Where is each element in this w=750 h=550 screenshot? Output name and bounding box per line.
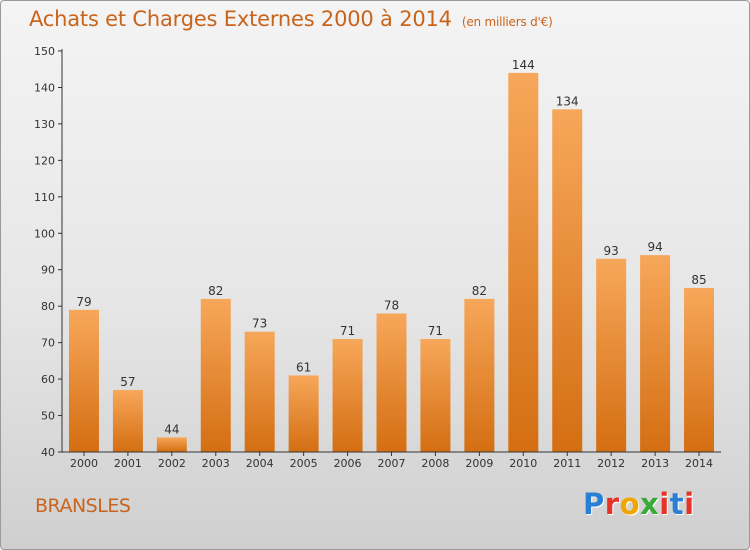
- bar-2000: [68, 309, 99, 452]
- value-label-2002: 44: [164, 422, 179, 436]
- y-tick-label-50: 50: [41, 410, 55, 423]
- value-label-2008: 71: [428, 324, 443, 338]
- value-label-2007: 78: [384, 298, 399, 312]
- logo-letter: x: [640, 487, 660, 521]
- proxiti-logo: Proxiti: [583, 487, 695, 521]
- y-tick-label-60: 60: [41, 373, 55, 386]
- y-tick-label-40: 40: [41, 446, 55, 459]
- bar-2007: [376, 313, 407, 452]
- bar-2008: [420, 338, 451, 452]
- logo-letter: i: [684, 487, 695, 521]
- location-label: BRANSLES: [35, 495, 131, 517]
- bar-2004: [244, 331, 275, 452]
- value-label-2000: 79: [76, 295, 91, 309]
- value-label-2014: 85: [691, 273, 706, 287]
- value-label-2006: 71: [340, 324, 355, 338]
- chart-subtitle: (en milliers d'€): [461, 15, 553, 29]
- axes-group: 2000 2001 2002 2003 2004 2005 2006 2007 2008 2009…: [34, 45, 721, 470]
- value-label-2004: 73: [252, 317, 267, 331]
- x-tick-label-2011: 2011: [553, 457, 581, 470]
- bar-2003: [200, 298, 231, 452]
- x-tick-label-2000: 2000: [70, 457, 98, 470]
- x-tick-label-2006: 2006: [334, 457, 362, 470]
- y-tick-label-130: 130: [34, 118, 55, 131]
- bar-2013: [640, 255, 671, 452]
- x-tick-label-2001: 2001: [114, 457, 142, 470]
- x-tick-label-2002: 2002: [158, 457, 186, 470]
- bar-2009: [464, 298, 495, 452]
- value-label-2009: 82: [472, 284, 487, 298]
- value-label-2011: 134: [556, 94, 579, 108]
- x-tick-label-2009: 2009: [465, 457, 493, 470]
- chart-title: Achats et Charges Externes 2000 à 2014 (e…: [29, 7, 553, 31]
- x-tick-label-2014: 2014: [685, 457, 713, 470]
- value-label-2003: 82: [208, 284, 223, 298]
- logo-letter: t: [669, 487, 685, 521]
- bar-2006: [332, 338, 363, 452]
- y-tick-label-120: 120: [34, 154, 55, 167]
- logo-letter: i: [659, 487, 670, 521]
- bar-2012: [596, 258, 627, 452]
- value-label-2005: 61: [296, 360, 311, 374]
- x-tick-label-2010: 2010: [509, 457, 537, 470]
- bar-2001: [112, 390, 143, 452]
- bar-2011: [552, 109, 583, 452]
- x-tick-label-2004: 2004: [246, 457, 274, 470]
- bar-2002: [156, 437, 187, 452]
- value-label-2010: 144: [512, 58, 535, 72]
- y-tick-label-80: 80: [41, 300, 55, 313]
- y-tick-label-70: 70: [41, 337, 55, 350]
- bar-2010: [508, 72, 539, 452]
- y-tick-label-100: 100: [34, 227, 55, 240]
- logo-letter: P: [583, 487, 605, 521]
- y-tick-label-110: 110: [34, 191, 55, 204]
- x-tick-label-2012: 2012: [597, 457, 625, 470]
- y-tick-label-90: 90: [41, 264, 55, 277]
- y-tick-label-150: 150: [34, 45, 55, 58]
- y-tick-label-140: 140: [34, 81, 55, 94]
- bar-2014: [684, 287, 715, 452]
- value-label-2001: 57: [120, 375, 135, 389]
- value-label-2013: 94: [647, 240, 662, 254]
- bars-group: 79 57 44 82 73 61 71 78 71 82 144 134 93 94 85: [68, 58, 715, 452]
- chart-title-text: Achats et Charges Externes 2000 à 2014: [29, 7, 452, 31]
- logo-letter: r: [604, 487, 620, 521]
- x-tick-label-2003: 2003: [202, 457, 230, 470]
- x-tick-label-2013: 2013: [641, 457, 669, 470]
- x-tick-label-2005: 2005: [290, 457, 318, 470]
- logo-letter: o: [619, 487, 641, 521]
- bar-2005: [288, 375, 319, 452]
- value-label-2012: 93: [604, 244, 619, 258]
- x-tick-label-2007: 2007: [378, 457, 406, 470]
- x-tick-label-2008: 2008: [421, 457, 449, 470]
